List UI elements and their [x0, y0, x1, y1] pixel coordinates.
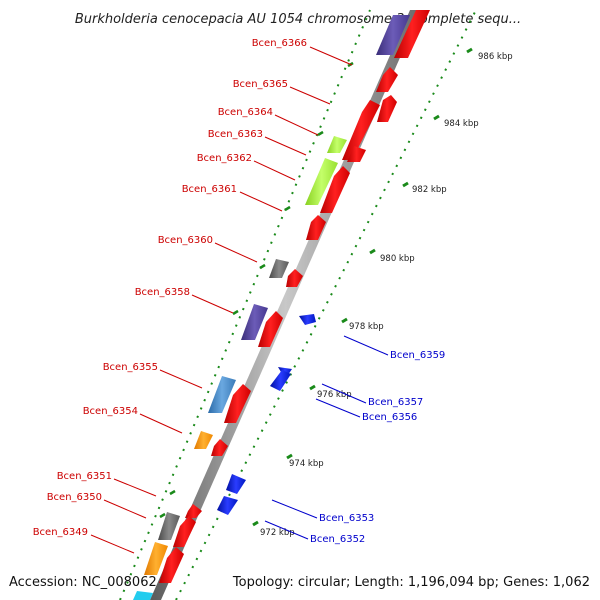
tick-label: 974 kbp: [289, 459, 324, 469]
tick-label: 982 kbp: [412, 185, 447, 195]
leader-line: [264, 520, 309, 540]
gene-label-bcen-6352[interactable]: Bcen_6352: [310, 534, 365, 545]
gene-feature[interactable]: [144, 542, 168, 575]
accession-text: Accession: NC_008062: [9, 575, 157, 590]
gene-label-bcen-6362[interactable]: Bcen_6362: [197, 153, 252, 164]
gene-label-bcen-6366[interactable]: Bcen_6366: [252, 38, 307, 49]
gene-feature[interactable]: [299, 314, 316, 325]
leader-line: [103, 499, 147, 519]
gene-feature[interactable]: [226, 474, 246, 494]
leader-line: [159, 369, 203, 389]
gene-feature[interactable]: [211, 439, 228, 456]
leader-line: [90, 534, 135, 554]
gene-feature[interactable]: [185, 504, 202, 518]
gene-label-bcen-6363[interactable]: Bcen_6363: [208, 129, 263, 140]
gene-feature[interactable]: [286, 269, 303, 287]
minor-mark: [232, 309, 239, 316]
minor-marks: [159, 61, 354, 519]
gene-label-bcen-6364[interactable]: Bcen_6364: [218, 107, 273, 118]
leader-line: [321, 383, 367, 404]
leader-line: [309, 46, 353, 66]
leader-line: [139, 413, 183, 434]
minor-mark: [317, 130, 324, 137]
gene-feature[interactable]: [327, 136, 347, 153]
gene-feature[interactable]: [208, 376, 236, 413]
gene-label-bcen-6355[interactable]: Bcen_6355: [103, 362, 158, 373]
minor-mark: [284, 205, 291, 212]
gene-label-bcen-6356[interactable]: Bcen_6356: [362, 412, 417, 423]
map-title: Burkholderia cenocepacia AU 1054 chromos…: [75, 12, 521, 27]
tick-mark: [466, 47, 473, 54]
minor-mark: [159, 512, 166, 519]
leader-line: [264, 136, 307, 156]
leader-line: [271, 499, 318, 519]
leader-line: [214, 242, 258, 263]
gene-label-bcen-6358[interactable]: Bcen_6358: [135, 287, 190, 298]
gene-feature[interactable]: [159, 547, 184, 583]
gene-feature[interactable]: [224, 384, 251, 423]
leader-line: [239, 191, 283, 212]
gene-feature[interactable]: [158, 512, 180, 540]
gene-feature[interactable]: [306, 215, 326, 240]
tick-mark: [309, 384, 316, 391]
gene-feature[interactable]: [241, 304, 268, 340]
gene-feature[interactable]: [394, 10, 430, 58]
leader-line: [343, 335, 389, 356]
gene-label-bcen-6349[interactable]: Bcen_6349: [33, 527, 88, 538]
tick-label: 978 kbp: [349, 322, 384, 332]
tick-labels: 972 kbp 974 kbp 976 kbp 978 kbp 980 kbp …: [260, 52, 513, 538]
gene-feature[interactable]: [194, 431, 213, 449]
leader-line: [274, 114, 319, 136]
tick-label: 986 kbp: [478, 52, 513, 62]
gene-feature[interactable]: [376, 15, 410, 55]
gene-label-bcen-6365[interactable]: Bcen_6365: [233, 79, 288, 90]
gene-feature[interactable]: [258, 311, 283, 347]
tick-mark: [341, 317, 348, 324]
gene-feature[interactable]: [270, 370, 291, 391]
tick-mark: [433, 114, 440, 121]
leader-line: [191, 294, 234, 314]
leader-line: [113, 478, 157, 497]
tick-label: 980 kbp: [380, 254, 415, 264]
reverse-labels: Bcen_6359 Bcen_6357 Bcen_6356 Bcen_6353 …: [264, 335, 445, 545]
gene-label-bcen-6359[interactable]: Bcen_6359: [390, 350, 445, 361]
gene-label-bcen-6353[interactable]: Bcen_6353: [319, 513, 374, 524]
minor-mark: [169, 489, 176, 496]
tick-mark: [286, 453, 293, 460]
leader-line: [315, 398, 361, 418]
leader-line: [253, 160, 296, 181]
gene-feature[interactable]: [377, 95, 397, 122]
tick-marks: [252, 47, 473, 527]
gene-feature[interactable]: [320, 166, 350, 213]
gene-feature[interactable]: [305, 158, 338, 205]
tick-label: 972 kbp: [260, 528, 295, 538]
gene-feature[interactable]: [342, 100, 380, 160]
forward-labels: Bcen_6366 Bcen_6365 Bcen_6364 Bcen_6363 …: [33, 38, 353, 554]
gene-feature[interactable]: [173, 516, 196, 547]
tick-mark: [402, 181, 409, 188]
tick-mark: [252, 520, 259, 527]
gene-label-bcen-6350[interactable]: Bcen_6350: [47, 492, 102, 503]
gene-label-bcen-6351[interactable]: Bcen_6351: [57, 471, 112, 482]
gene-feature[interactable]: [376, 67, 398, 92]
gene-label-bcen-6357[interactable]: Bcen_6357: [368, 397, 423, 408]
gene-feature[interactable]: [347, 146, 366, 162]
gene-label-bcen-6354[interactable]: Bcen_6354: [83, 406, 138, 417]
inner-track: [119, 9, 371, 600]
leader-line: [289, 86, 331, 105]
gene-feature[interactable]: [217, 496, 238, 515]
topology-text: Topology: circular; Length: 1,196,094 bp…: [232, 575, 590, 590]
gene-features: [133, 10, 430, 600]
tick-label: 984 kbp: [444, 119, 479, 129]
gene-feature[interactable]: [269, 259, 289, 278]
gene-label-bcen-6360[interactable]: Bcen_6360: [158, 235, 213, 246]
minor-mark: [259, 263, 266, 270]
gene-label-bcen-6361[interactable]: Bcen_6361: [182, 184, 237, 195]
tick-mark: [369, 248, 376, 255]
gene-feature-partial[interactable]: [133, 591, 153, 600]
tick-label: 976 kbp: [317, 390, 352, 400]
